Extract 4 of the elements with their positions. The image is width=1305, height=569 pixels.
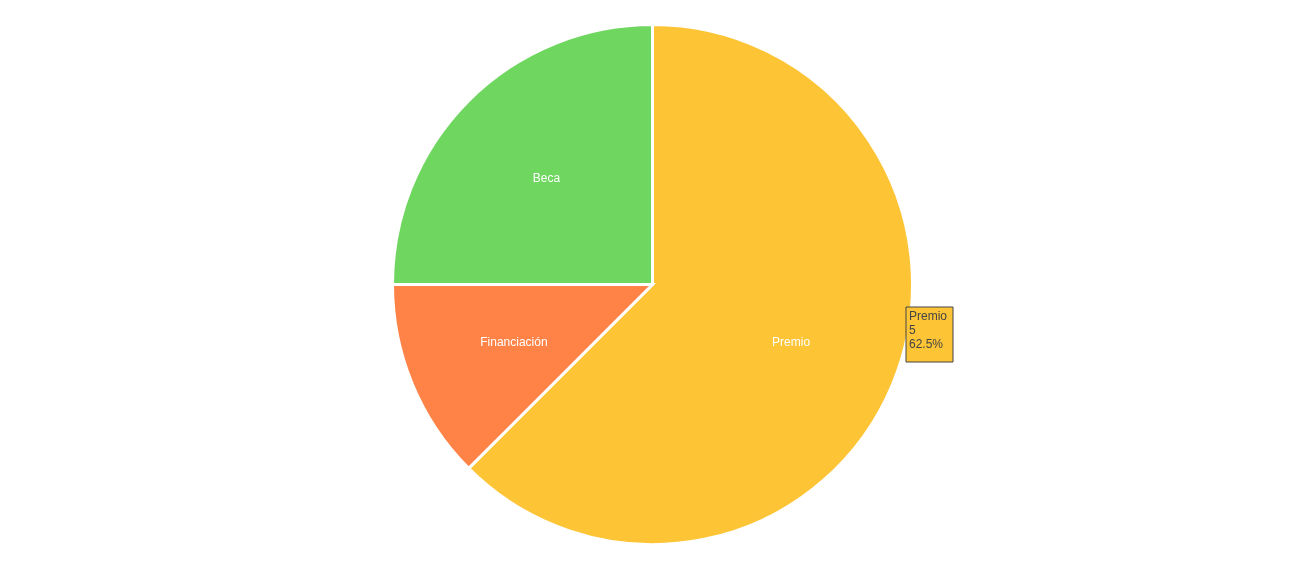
slice-label: Financiación bbox=[480, 334, 548, 349]
slice-label: Beca bbox=[532, 171, 561, 186]
text: Premio 5 62.5% bbox=[909, 309, 948, 351]
slice-label: Premio bbox=[772, 334, 811, 349]
